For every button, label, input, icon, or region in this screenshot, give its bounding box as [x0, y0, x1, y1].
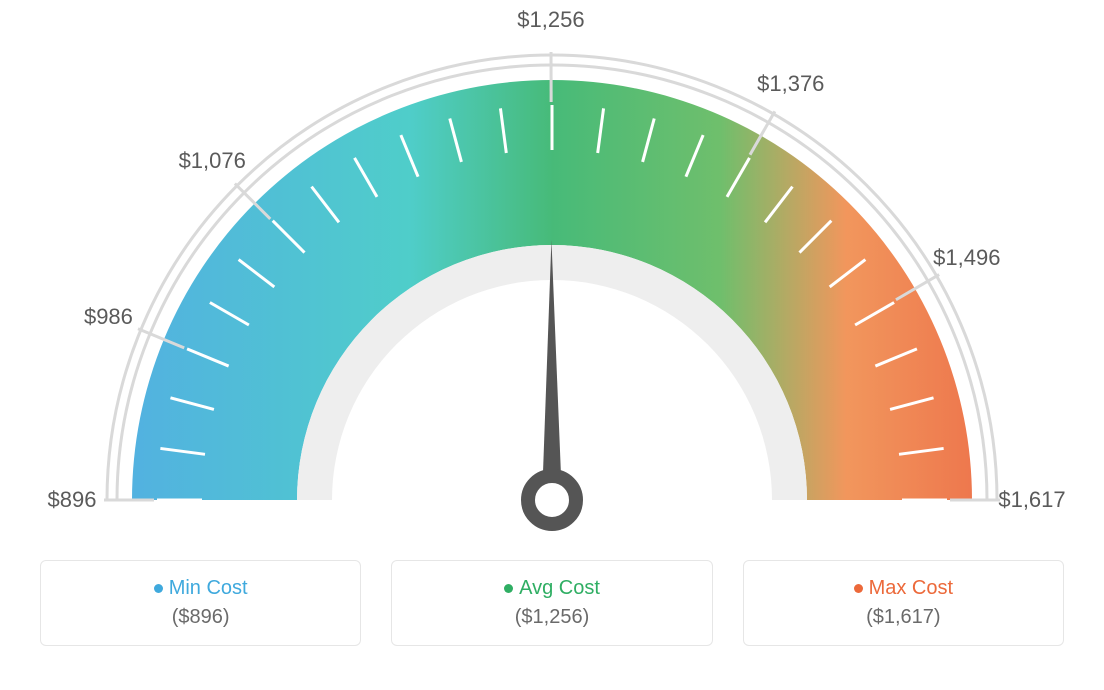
gauge-svg [0, 0, 1104, 560]
legend-avg-label: Avg Cost [519, 577, 600, 599]
legend-min-title: Min Cost [51, 577, 350, 600]
legend-max-title: Max Cost [754, 577, 1053, 600]
legend-min-value: ($896) [51, 606, 350, 629]
dot-icon [154, 584, 163, 593]
legend-max: Max Cost ($1,617) [743, 560, 1064, 646]
scale-label: $986 [84, 304, 133, 330]
legend-avg: Avg Cost ($1,256) [391, 560, 712, 646]
dot-icon [854, 584, 863, 593]
dot-icon [504, 584, 513, 593]
legend-avg-title: Avg Cost [402, 577, 701, 600]
scale-label: $896 [48, 487, 97, 513]
legend-max-label: Max Cost [869, 577, 953, 599]
legend-max-value: ($1,617) [754, 606, 1053, 629]
scale-label: $1,076 [179, 148, 246, 174]
scale-label: $1,256 [517, 7, 584, 33]
legend-row: Min Cost ($896) Avg Cost ($1,256) Max Co… [0, 560, 1104, 646]
gauge-chart: $896 $986 $1,076 $1,256 $1,376 $1,496 $1,617 [0, 0, 1104, 560]
scale-label: $1,376 [757, 71, 824, 97]
scale-label: $1,617 [998, 487, 1065, 513]
legend-min-label: Min Cost [169, 577, 248, 599]
legend-avg-value: ($1,256) [402, 606, 701, 629]
scale-label: $1,496 [933, 245, 1000, 271]
legend-min: Min Cost ($896) [40, 560, 361, 646]
